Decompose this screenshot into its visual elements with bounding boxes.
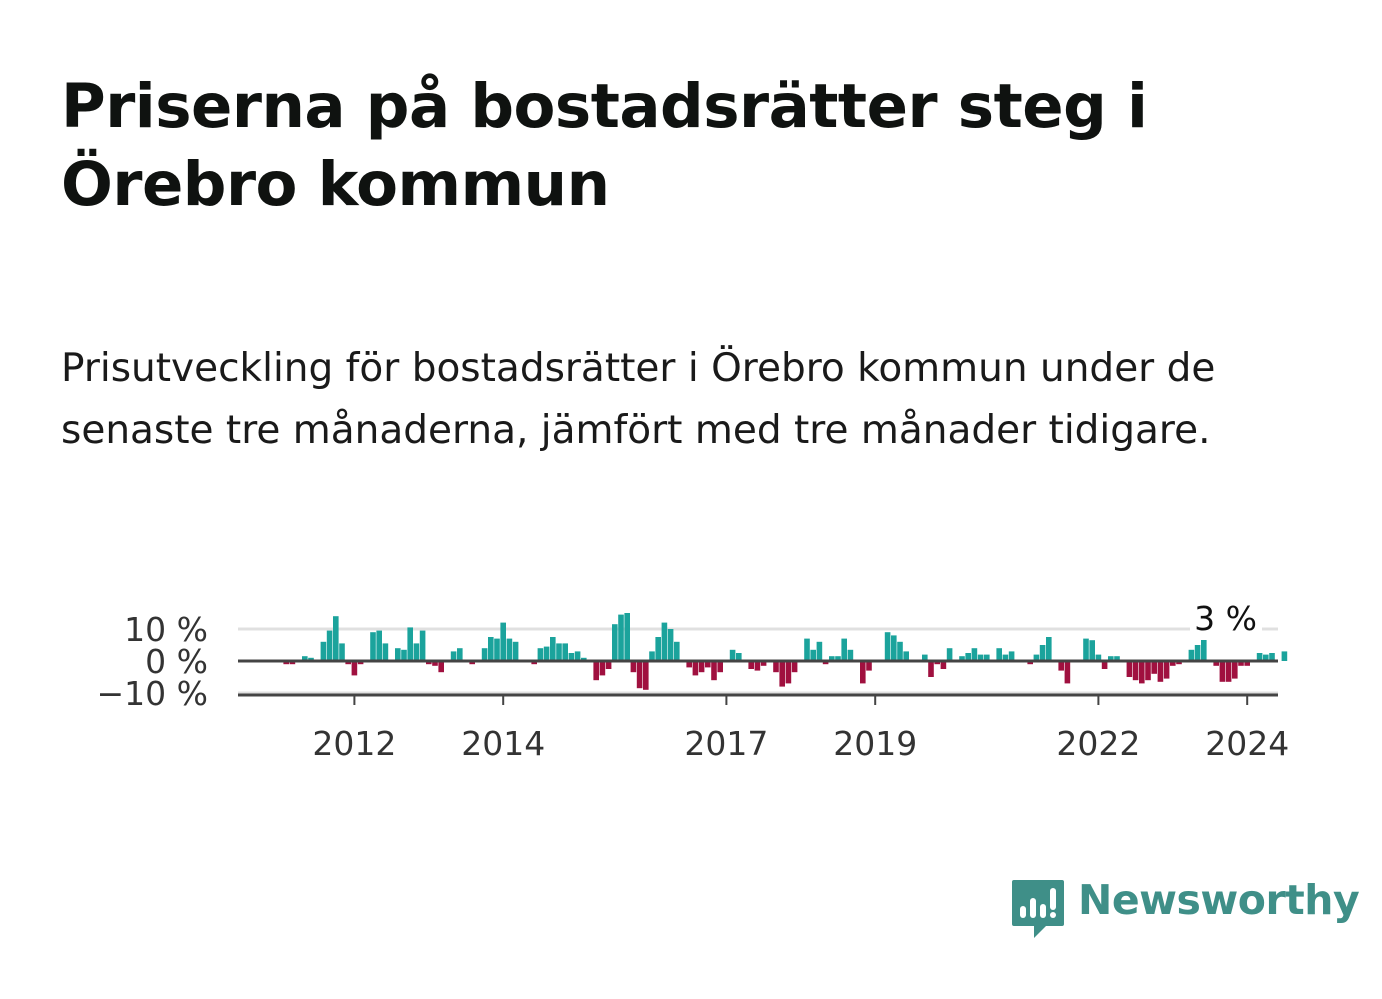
bar — [618, 615, 624, 661]
bar — [457, 648, 463, 661]
bar — [513, 642, 519, 661]
y-tick-labels: 10 %0 %−10 % — [97, 610, 209, 713]
bar — [376, 631, 382, 661]
bar — [773, 661, 779, 672]
bar — [401, 650, 407, 661]
bar — [848, 650, 854, 661]
bar — [556, 643, 562, 661]
chart-title: Priserna på bostadsrätter steg i Örebro … — [61, 68, 1321, 224]
bar — [1158, 661, 1164, 682]
x-tick-label: 2022 — [1056, 724, 1140, 763]
bar — [438, 661, 444, 672]
bar — [928, 661, 934, 677]
bar — [891, 635, 897, 661]
bar — [1083, 639, 1089, 661]
bar — [1040, 645, 1046, 661]
bar — [699, 661, 705, 672]
bar — [897, 642, 903, 661]
bar — [792, 661, 798, 672]
bar — [1046, 637, 1052, 661]
x-tick-label: 2019 — [833, 724, 917, 763]
bar — [674, 642, 680, 661]
bar — [538, 648, 544, 661]
bar — [947, 648, 953, 661]
bar — [810, 650, 816, 661]
bar — [1220, 661, 1226, 682]
bar — [1232, 661, 1238, 679]
bar — [693, 661, 699, 675]
bar — [786, 661, 792, 683]
bar — [600, 661, 606, 675]
bar — [562, 643, 568, 661]
bar — [711, 661, 717, 680]
bar — [612, 624, 618, 661]
bar — [885, 632, 891, 661]
bar — [1133, 661, 1139, 680]
x-tick-label: 2012 — [312, 724, 396, 763]
bar — [662, 623, 668, 661]
newsworthy-logo-icon — [1010, 878, 1066, 940]
bar — [507, 639, 513, 661]
bar — [631, 661, 637, 672]
brand-name: Newsworthy — [1078, 876, 1359, 924]
bar — [668, 629, 674, 661]
bars — [283, 613, 1287, 690]
bar — [420, 631, 426, 661]
bar — [333, 616, 339, 661]
bar — [500, 623, 506, 661]
x-tick-label: 2014 — [461, 724, 545, 763]
bar — [321, 642, 327, 661]
bar — [841, 639, 847, 661]
bar — [488, 637, 494, 661]
y-tick-label: −10 % — [97, 674, 209, 713]
bar — [482, 648, 488, 661]
bar — [593, 661, 599, 680]
bar — [1195, 645, 1201, 661]
last-value-label: 3 % — [1194, 599, 1257, 638]
bar — [996, 648, 1002, 661]
bar — [1065, 661, 1071, 683]
chart-subtitle: Prisutveckling för bostadsrätter i Örebr… — [61, 338, 1321, 462]
bar — [643, 661, 649, 690]
bar — [717, 661, 723, 672]
bar — [817, 642, 823, 661]
bar — [779, 661, 785, 687]
bar — [339, 643, 345, 661]
bar-chart: 2012 2014 2017 2019 2022 2024 10 %0 %−10 % 3 … — [0, 590, 1382, 770]
bar — [1282, 651, 1288, 661]
bar — [972, 648, 978, 661]
bar — [544, 647, 550, 661]
bar — [352, 661, 358, 675]
bar — [395, 648, 401, 661]
x-tick-label: 2017 — [684, 724, 768, 763]
bar — [1139, 661, 1145, 683]
bar — [550, 637, 556, 661]
bar — [1151, 661, 1157, 674]
bar — [1127, 661, 1133, 677]
bar — [327, 631, 333, 661]
bar — [1089, 640, 1095, 661]
bar — [1226, 661, 1232, 682]
bar — [370, 632, 376, 661]
bar — [624, 613, 630, 661]
x-tick-label: 2024 — [1205, 724, 1289, 763]
bar — [414, 643, 420, 661]
bar — [1189, 650, 1195, 661]
bar — [1145, 661, 1151, 680]
bar — [407, 627, 413, 661]
bar — [383, 643, 389, 661]
bar — [804, 639, 810, 661]
bar — [655, 637, 661, 661]
bar — [637, 661, 643, 688]
bar — [494, 639, 500, 661]
bar — [1164, 661, 1170, 679]
bar — [730, 650, 736, 661]
bar — [860, 661, 866, 683]
x-ticks: 2012 2014 2017 2019 2022 2024 — [312, 695, 1289, 763]
